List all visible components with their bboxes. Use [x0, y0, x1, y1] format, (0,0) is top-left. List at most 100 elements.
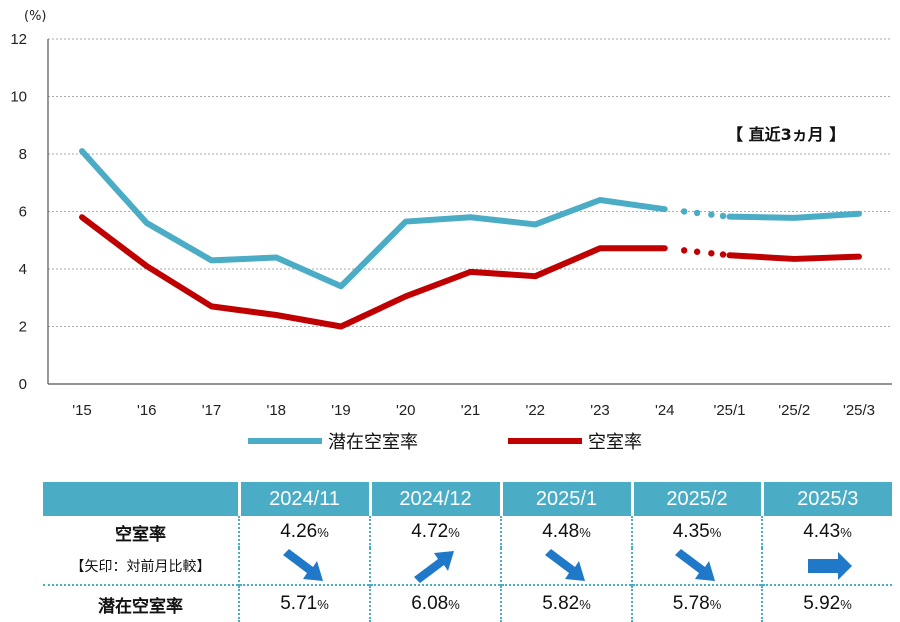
latent-vacancy-row: 潜在空室率 5.71% 6.08% 5.82% 5.78% 5.92%	[43, 584, 892, 622]
y-tick-label: 12	[10, 31, 27, 48]
x-tick-label: '23	[590, 402, 610, 419]
percent-unit: %	[317, 525, 329, 540]
vacancy-value: 4.43	[803, 521, 841, 542]
x-tick-label: '15	[72, 402, 92, 419]
series-connector-dot-0	[719, 212, 727, 220]
series-connector-dot-1	[708, 250, 715, 257]
table-header-month: 2025/2	[630, 482, 762, 516]
x-tick-label: '25/2	[778, 402, 810, 419]
x-tick-label: '25/1	[713, 402, 745, 419]
latent-row-label: 潜在空室率	[98, 596, 183, 617]
latent-value: 5.78	[672, 593, 710, 614]
percent-unit: %	[579, 525, 591, 540]
table-header-month: 2024/12	[368, 482, 501, 516]
arrow-cell	[500, 548, 632, 585]
arrow-cell	[761, 548, 892, 585]
series-lines	[79, 148, 862, 330]
vacancy-row-label: 空室率	[115, 524, 166, 545]
arrow-flat-icon	[807, 552, 852, 580]
series-line-0	[79, 148, 668, 290]
x-tick-label: '25/3	[843, 402, 875, 419]
latent-cell: 5.71%	[238, 584, 370, 622]
trend-arrow-icon	[675, 549, 715, 581]
table-header-month: 2025/1	[499, 482, 632, 516]
line-chart: 0 2 4 6 8 10 12 '15 '16 '17 '18 '19 '20 '21 '22 '23 '24…	[10, 9, 892, 419]
series-connector-dot-0	[693, 209, 701, 217]
arrow-row: 【矢印：対前月比較】	[43, 548, 892, 585]
series-connector-dot-0	[708, 211, 715, 218]
vacancy-value: 4.26	[280, 521, 318, 542]
latent-value: 5.82	[542, 593, 580, 614]
trend-arrow-icon	[807, 552, 852, 580]
y-axis-ticks: 0 2 4 6 8 10 12	[10, 31, 27, 393]
latent-cell: 6.08%	[369, 584, 501, 622]
table-header-row: 2024/11 2024/12 2025/1 2025/2 2025/3	[43, 482, 892, 516]
trend-arrow-icon	[544, 549, 585, 581]
x-tick-label: '20	[396, 402, 416, 419]
trend-arrow-icon	[282, 549, 323, 581]
y-axis-unit-label: (%)	[24, 9, 47, 24]
x-tick-label: '24	[655, 402, 675, 419]
arrow-cell	[369, 548, 501, 585]
x-tick-label: '21	[461, 402, 481, 419]
y-tick-label: 8	[19, 146, 27, 163]
arrow-down-icon	[544, 549, 585, 581]
recent-months-table: 2024/11 2024/12 2025/1 2025/2 2025/3 空室率…	[43, 482, 892, 622]
percent-unit: %	[709, 525, 722, 540]
y-tick-label: 6	[19, 204, 27, 221]
latent-cell: 5.92%	[761, 584, 892, 622]
vacancy-cell: 4.43%	[761, 516, 892, 548]
arrow-up-icon	[413, 551, 454, 583]
percent-unit: %	[840, 525, 852, 540]
vacancy-row-label-cell: 空室率	[43, 516, 239, 548]
vacancy-cell: 4.72%	[369, 516, 501, 548]
arrow-down-icon	[675, 549, 715, 581]
table-header-month: 2025/3	[760, 482, 892, 516]
y-tick-label: 0	[19, 376, 27, 393]
x-tick-label: '17	[202, 402, 222, 419]
percent-unit: %	[448, 597, 460, 612]
table-header-month: 2024/11	[237, 482, 370, 516]
series-connector-dot-1	[693, 248, 701, 255]
arrow-row-label: 【矢印：対前月比較】	[70, 559, 211, 575]
vacancy-cell: 4.26%	[238, 516, 370, 548]
arrow-down-icon	[282, 549, 323, 581]
series-line-1	[79, 214, 668, 330]
percent-unit: %	[317, 597, 329, 612]
latent-value: 5.92	[803, 593, 841, 614]
series-connector-dot-1	[719, 251, 727, 258]
percent-unit: %	[709, 597, 722, 612]
y-tick-label: 4	[19, 261, 27, 278]
arrow-cell	[631, 548, 762, 585]
vacancy-cell: 4.35%	[631, 516, 762, 548]
gridlines	[47, 38, 892, 385]
percent-unit: %	[579, 597, 591, 612]
percent-unit: %	[448, 525, 460, 540]
y-tick-label: 10	[10, 89, 27, 106]
table-header-blank	[43, 482, 239, 516]
x-tick-label: '19	[331, 402, 351, 419]
latent-cell: 5.82%	[500, 584, 632, 622]
x-tick-label: '22	[525, 402, 545, 419]
latent-value: 6.08	[411, 593, 449, 614]
x-tick-label: '16	[137, 402, 157, 419]
latent-value: 5.71	[280, 593, 318, 614]
vacancy-value: 4.48	[542, 521, 580, 542]
arrow-row-label-cell: 【矢印：対前月比較】	[43, 548, 239, 585]
series-line-recent-1	[726, 252, 862, 262]
trend-arrow-icon	[413, 551, 454, 583]
vacancy-value: 4.72	[411, 521, 449, 542]
arrow-cell	[238, 548, 370, 585]
y-tick-label: 2	[19, 319, 27, 336]
x-tick-label: '18	[266, 402, 286, 419]
percent-unit: %	[840, 597, 852, 612]
x-axis-ticks: '15 '16 '17 '18 '19 '20 '21 '22 '23 '24 '25/1 '25/2…	[72, 402, 875, 419]
latent-cell: 5.78%	[631, 584, 762, 622]
vacancy-cell: 4.48%	[500, 516, 632, 548]
vacancy-value: 4.35	[672, 521, 710, 542]
series-connector-dot-0	[680, 208, 688, 215]
series-connector-dot-1	[680, 247, 688, 254]
series-line-recent-0	[726, 210, 862, 221]
latent-row-label-cell: 潜在空室率	[43, 584, 239, 622]
recent-3-months-annotation: 【 直近3ヵ月 】	[727, 125, 845, 144]
